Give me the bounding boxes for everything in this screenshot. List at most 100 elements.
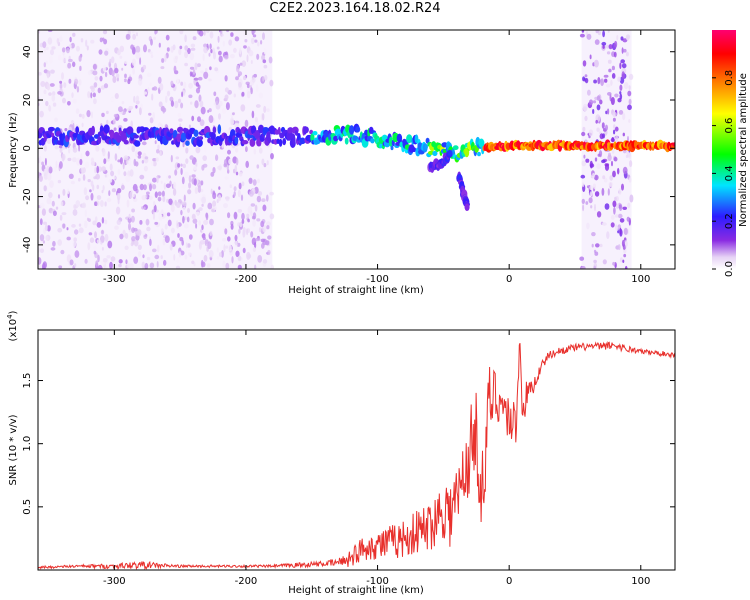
heatmap-blob	[179, 45, 183, 50]
heatmap-blob	[144, 156, 149, 160]
heatmap-blob	[86, 217, 90, 221]
heatmap-blob	[161, 190, 165, 197]
heatmap-blob	[175, 156, 180, 160]
heatmap-blob	[229, 248, 234, 256]
heatmap-blob	[130, 120, 133, 128]
x-tick-label: 0	[506, 576, 512, 587]
snr-frame	[37, 329, 676, 571]
heatmap-blob	[617, 244, 621, 251]
heatmap-blob	[246, 228, 249, 236]
x-tick-label: -200	[235, 576, 258, 587]
heatmap-blob	[84, 161, 90, 169]
heatmap-blob	[67, 62, 72, 69]
heatmap-blob	[252, 247, 256, 253]
heatmap-blob	[216, 46, 220, 50]
heatmap-blob	[192, 218, 198, 224]
heatmap-blob	[46, 73, 50, 79]
heatmap-blob	[46, 165, 50, 174]
heatmap-blob	[224, 228, 228, 235]
heatmap-blob	[243, 75, 247, 81]
heatmap-blob	[44, 157, 47, 166]
heatmap-ridge-point	[217, 124, 222, 135]
heatmap-blob	[39, 202, 45, 209]
heatmap-blob	[123, 155, 129, 161]
heatmap-blob	[218, 100, 223, 107]
heatmap-blob	[81, 114, 85, 119]
heatmap-blob	[581, 30, 585, 33]
heatmap-blob	[209, 218, 214, 226]
heatmap-blob	[72, 157, 77, 163]
heatmap-blob	[168, 198, 173, 205]
heatmap-blob	[596, 127, 600, 132]
heatmap-blob	[581, 266, 586, 269]
heatmap-blob	[106, 119, 109, 125]
heatmap-blob	[104, 71, 108, 78]
heatmap-blob	[585, 201, 589, 205]
heatmap-blob	[134, 150, 139, 157]
heatmap-blob	[189, 66, 195, 70]
heatmap-blob	[80, 38, 84, 43]
heatmap-blob	[208, 115, 214, 124]
heatmap-blob	[115, 206, 121, 215]
heatmap-ridge-point	[103, 124, 110, 134]
heatmap-blob	[170, 100, 174, 107]
heatmap-blob	[71, 92, 74, 98]
heatmap-blob	[109, 121, 112, 126]
heatmap-blob	[78, 55, 82, 62]
heatmap-blob	[75, 200, 81, 208]
heatmap-blob	[218, 50, 222, 56]
heatmap-blob	[114, 67, 119, 74]
heatmap-blob	[97, 87, 102, 94]
heatmap-blob	[588, 197, 593, 204]
heatmap-blob	[205, 212, 209, 221]
heatmap-blob	[184, 254, 188, 260]
heatmap-blob	[98, 49, 103, 55]
heatmap-blob	[54, 117, 58, 123]
heatmap-blob	[102, 64, 107, 73]
heatmap-blob	[83, 187, 88, 196]
heatmap-blob	[194, 100, 199, 109]
heatmap-blob	[51, 94, 56, 102]
heatmap-blob	[166, 47, 170, 52]
heatmap-blob	[55, 160, 58, 168]
heatmap-blob	[191, 115, 195, 122]
heatmap-blob	[95, 260, 99, 267]
y-tick-label: 1.0	[22, 436, 33, 452]
heatmap-blob	[596, 95, 601, 101]
heatmap-blob	[141, 231, 146, 236]
heatmap-blob	[42, 261, 47, 269]
heatmap-ridge-point	[212, 126, 217, 134]
heatmap-blob	[581, 131, 586, 137]
heatmap-blob	[57, 239, 62, 246]
heatmap-blob	[158, 101, 163, 108]
heatmap-blob	[52, 210, 57, 217]
heatmap-blob	[592, 100, 597, 104]
heatmap-blob	[59, 80, 63, 84]
heatmap-blob	[90, 92, 93, 99]
heatmap-blob	[227, 236, 231, 242]
heatmap-blob	[185, 158, 189, 164]
heatmap-blob	[170, 227, 175, 234]
heatmap-blob	[161, 58, 165, 63]
heatmap-blob	[110, 170, 115, 177]
heatmap-blob	[615, 203, 620, 209]
heatmap-blob	[251, 215, 256, 220]
heatmap-blob	[191, 260, 195, 265]
heatmap-blob	[130, 242, 134, 247]
heatmap-ridge-point	[310, 133, 315, 143]
heatmap-blob	[208, 78, 212, 82]
heatmap-blob	[45, 235, 49, 241]
heatmap-blob	[128, 158, 132, 166]
heatmap-blob	[183, 194, 186, 202]
heatmap-ridge-point	[169, 128, 174, 134]
heatmap-blob	[52, 240, 56, 247]
heatmap-blob	[192, 202, 196, 210]
heatmap-blob	[104, 50, 109, 56]
colorbar-tick-label: 0.8	[724, 70, 735, 86]
heatmap-blob	[189, 71, 193, 77]
heatmap-blob	[617, 98, 622, 103]
heatmap-blob	[116, 49, 121, 56]
heatmap-blob	[72, 147, 78, 153]
colorbar-gradient	[712, 30, 736, 269]
heatmap-blob	[100, 241, 103, 245]
